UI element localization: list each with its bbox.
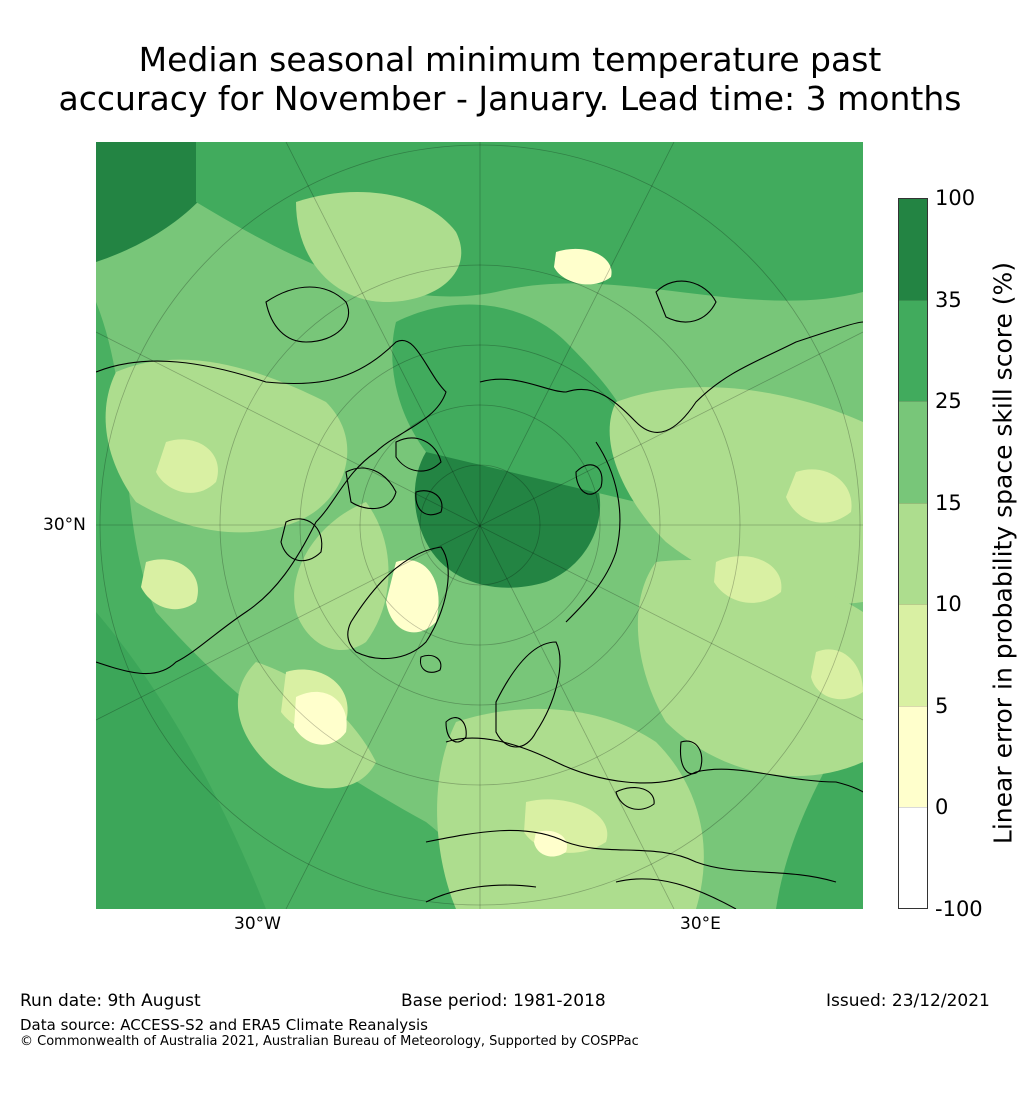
coast-mediterranean	[425, 829, 837, 883]
field-white-atlantic	[294, 691, 347, 745]
base-period: Base period: 1981-2018	[401, 991, 606, 1011]
coast-caspian	[679, 740, 703, 775]
colorbar-bin-15-25	[898, 401, 928, 503]
colorbar-tick-10: 10	[935, 592, 962, 616]
lon-label-30e: 30°E	[680, 914, 721, 934]
colorbar-bin-35-100	[898, 198, 928, 300]
field-pale-2	[156, 439, 218, 493]
title-line-2: accuracy for November - January. Lead ti…	[58, 79, 962, 118]
colorbar-bin-5-10	[898, 604, 928, 706]
colorbar-bin-10-15	[898, 503, 928, 604]
colorbar-tick-neg100: -100	[935, 897, 983, 921]
colorbar-bin-25-35	[898, 300, 928, 401]
field-pale-4	[714, 556, 782, 603]
field-light-n	[296, 192, 462, 302]
field-light-asia	[637, 560, 863, 777]
coast-greenland	[347, 546, 449, 660]
colorbar-frame	[898, 198, 928, 909]
coast-north-america	[96, 339, 447, 675]
coast-russia-north	[565, 441, 621, 623]
field-white-asia	[554, 248, 612, 285]
colorbar-tick-35: 35	[935, 288, 962, 312]
graticule	[96, 142, 863, 909]
map-svg	[96, 142, 863, 909]
coast-britain	[445, 717, 467, 743]
field-pale-3	[786, 469, 852, 523]
colorbar	[898, 198, 928, 909]
field-pale-6	[811, 649, 863, 700]
colorbar-tick-25: 25	[935, 389, 962, 413]
colorbar-tick-5: 5	[935, 694, 949, 718]
coast-scandinavia	[495, 641, 561, 748]
lat-label-30n: 30°N	[43, 515, 86, 535]
field-mid-sw	[96, 302, 516, 909]
skill-map	[96, 142, 863, 909]
coast-novaya-zemlya	[575, 464, 603, 495]
colorbar-bin-0-5	[898, 706, 928, 807]
field-light-canada	[105, 359, 348, 533]
colorbar-bin-neg100-0	[898, 807, 928, 909]
chart-title: Median seasonal minimum temperature past…	[0, 40, 1020, 118]
field-white-greenland	[386, 560, 439, 633]
coast-siberia	[479, 321, 863, 433]
coast-hudson	[280, 518, 323, 562]
coastlines	[96, 280, 863, 909]
colorbar-tick-0: 0	[935, 795, 949, 819]
colorbar-tick-15: 15	[935, 491, 962, 515]
field-mid-arctic	[392, 304, 642, 502]
field-light-greenland-sea	[294, 502, 389, 651]
colorbar-axis-label: Linear error in probability space skill …	[988, 261, 1018, 845]
run-date: Run date: 9th August	[20, 991, 201, 1011]
coast-kamchatka	[655, 280, 717, 323]
coast-alaska	[265, 286, 349, 343]
field-light-siberia	[609, 387, 863, 604]
title-line-1: Median seasonal minimum temperature past	[138, 40, 882, 79]
lon-label-30w: 30°W	[234, 914, 281, 934]
field-pale-7	[141, 559, 198, 610]
colorbar-tick-100: 100	[935, 186, 976, 210]
coast-arabia	[615, 878, 737, 909]
copyright: © Commonwealth of Australia 2021, Austra…	[20, 1034, 639, 1049]
issued-date: Issued: 23/12/2021	[826, 991, 990, 1011]
coast-north-africa	[425, 884, 537, 903]
coast-iceland	[419, 654, 442, 673]
field-white-europe	[534, 830, 567, 857]
coast-black-sea	[615, 787, 655, 810]
data-source: Data source: ACCESS-S2 and ERA5 Climate …	[20, 1016, 428, 1034]
coast-canada-islands	[345, 437, 443, 516]
